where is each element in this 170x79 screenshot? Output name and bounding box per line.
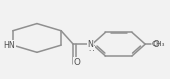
- Text: N: N: [87, 40, 93, 49]
- Text: CH₃: CH₃: [152, 41, 166, 47]
- Text: HN: HN: [3, 41, 15, 50]
- Text: O: O: [152, 40, 159, 49]
- Text: H: H: [89, 46, 94, 52]
- Text: O: O: [73, 58, 80, 67]
